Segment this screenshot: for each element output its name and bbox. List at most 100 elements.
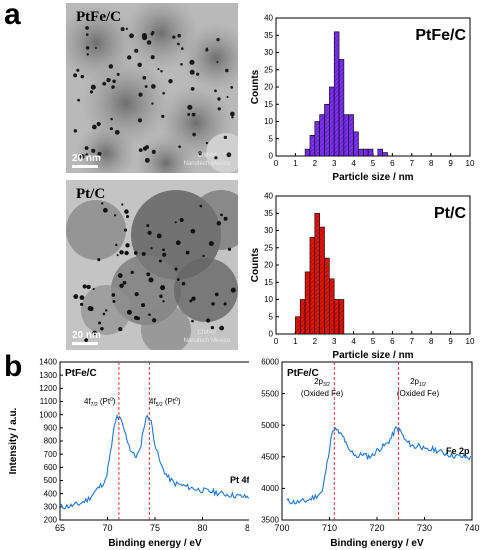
- nanoparticle: [116, 72, 120, 76]
- nanoparticle: [211, 302, 215, 306]
- peak-annotation-part: 0: [175, 397, 178, 403]
- x-axis-label: Binding energy / eV: [108, 538, 202, 548]
- y-tick-label: 25: [264, 65, 273, 74]
- histogram-bar: [333, 31, 340, 157]
- nanoparticle: [134, 315, 139, 320]
- nanoparticle: [119, 283, 124, 289]
- nanoparticle: [137, 118, 142, 123]
- peak-annotation-part: (Pt: [98, 397, 111, 406]
- nanoparticle: [123, 228, 128, 232]
- nanoparticle: [191, 319, 194, 323]
- nanoparticle: [142, 75, 147, 80]
- y-tick-label: 40: [264, 14, 273, 23]
- x-tick-label: 710: [322, 523, 337, 533]
- histogram-bar: [329, 278, 335, 335]
- nanoparticle: [79, 295, 85, 300]
- nanoparticle: [223, 135, 228, 140]
- nanoparticle: [138, 92, 143, 97]
- histogram-bar: [333, 299, 340, 335]
- nanoparticle: [220, 213, 223, 217]
- nanoparticle: [134, 48, 139, 53]
- nanoparticle: [210, 325, 214, 330]
- nanoparticle: [174, 221, 177, 224]
- panel-label-b: b: [4, 350, 23, 383]
- nanoparticle: [141, 303, 146, 308]
- nanoparticle: [82, 284, 87, 289]
- nanoparticle: [158, 259, 162, 263]
- nanoparticle: [177, 278, 180, 281]
- nanoparticle: [101, 202, 104, 205]
- y-tick-label: 900: [44, 424, 58, 433]
- nanoparticle: [161, 114, 165, 118]
- nanoparticle: [129, 33, 134, 39]
- chart-title: PtFe/C: [65, 368, 97, 379]
- nanoparticle: [227, 247, 232, 251]
- peak-annotation-part: ): [178, 397, 181, 406]
- y-tick-label: 5000: [261, 421, 279, 430]
- nanoparticle: [202, 254, 205, 258]
- plot-frame: [281, 361, 473, 521]
- nanoparticle: [230, 86, 234, 89]
- nanoparticle: [108, 64, 114, 69]
- nanoparticle: [199, 204, 203, 208]
- nanoparticle: [130, 270, 134, 274]
- x-axis-label: Particle size / nm: [332, 172, 413, 180]
- nanoparticle: [159, 294, 163, 298]
- nanoparticle: [150, 84, 156, 89]
- chart-title: PtFe/C: [415, 27, 466, 44]
- peak-annotation-sub: (Oxided Fe): [397, 389, 440, 398]
- nanoparticle: [86, 53, 89, 56]
- nanoparticle: [150, 32, 154, 36]
- y-tick-label: 5: [269, 134, 274, 143]
- series-label: Fe 2p: [446, 446, 470, 456]
- nanoparticle: [122, 280, 127, 285]
- chart-title: Pt/C: [434, 205, 466, 222]
- y-tick-label: 10: [264, 117, 273, 126]
- histogram-pt: 0 1 2 3 4 5 6 7 8 9 10 0 5 10 15 20 25 30 35 40 Particle siz…: [250, 192, 475, 358]
- nanoparticle: [92, 288, 95, 291]
- nanoparticle: [216, 60, 219, 64]
- nanoparticle: [144, 157, 150, 163]
- histogram-bar: [329, 86, 335, 157]
- peak-annotation-part: 2p: [410, 377, 419, 386]
- y-tick-label: 600: [44, 463, 58, 472]
- nanoparticle: [124, 250, 129, 256]
- nanoparticle: [124, 209, 129, 214]
- x-tick-label: 75: [150, 523, 160, 533]
- nanoparticle: [217, 97, 221, 101]
- nanoparticle: [230, 111, 235, 117]
- x-tick-label: 730: [417, 523, 432, 533]
- x-tick-label: 2: [313, 159, 318, 168]
- nanoparticle: [97, 151, 102, 156]
- nanoparticle: [109, 127, 113, 131]
- x-tick-label: 8: [429, 337, 434, 346]
- nanoparticle: [147, 230, 152, 236]
- nanoparticle: [133, 251, 138, 255]
- nanoparticle: [102, 207, 108, 213]
- nanoparticle: [76, 68, 80, 72]
- y-tick-label: 0: [269, 330, 274, 339]
- histogram-bar: [314, 212, 320, 335]
- nanoparticle: [144, 85, 148, 88]
- x-tick-label: 3: [332, 337, 337, 346]
- tem-texture-pt: [66, 180, 238, 350]
- x-tick-label: 85: [245, 523, 249, 533]
- nanoparticle: [141, 33, 147, 39]
- nanoparticle: [191, 296, 196, 301]
- nanoparticle: [125, 27, 128, 30]
- watermark: CIMAV Nanotech Mexico: [184, 329, 230, 345]
- x-tick-label: 4: [351, 337, 356, 346]
- histogram-bar: [319, 226, 325, 335]
- y-tick-label: 1000: [39, 410, 57, 419]
- nanoparticle: [79, 153, 85, 160]
- nanoparticle: [114, 129, 120, 135]
- nanoparticle: [113, 214, 117, 217]
- x-tick-label: 1: [293, 159, 298, 168]
- nanoparticle: [91, 148, 96, 153]
- nanoparticle: [185, 250, 190, 255]
- nanoparticle: [73, 129, 78, 133]
- histogram-bar: [343, 114, 350, 157]
- x-axis-label: Binding energy / eV: [330, 538, 424, 548]
- nanoparticle: [102, 312, 106, 316]
- nanoparticle: [138, 148, 143, 153]
